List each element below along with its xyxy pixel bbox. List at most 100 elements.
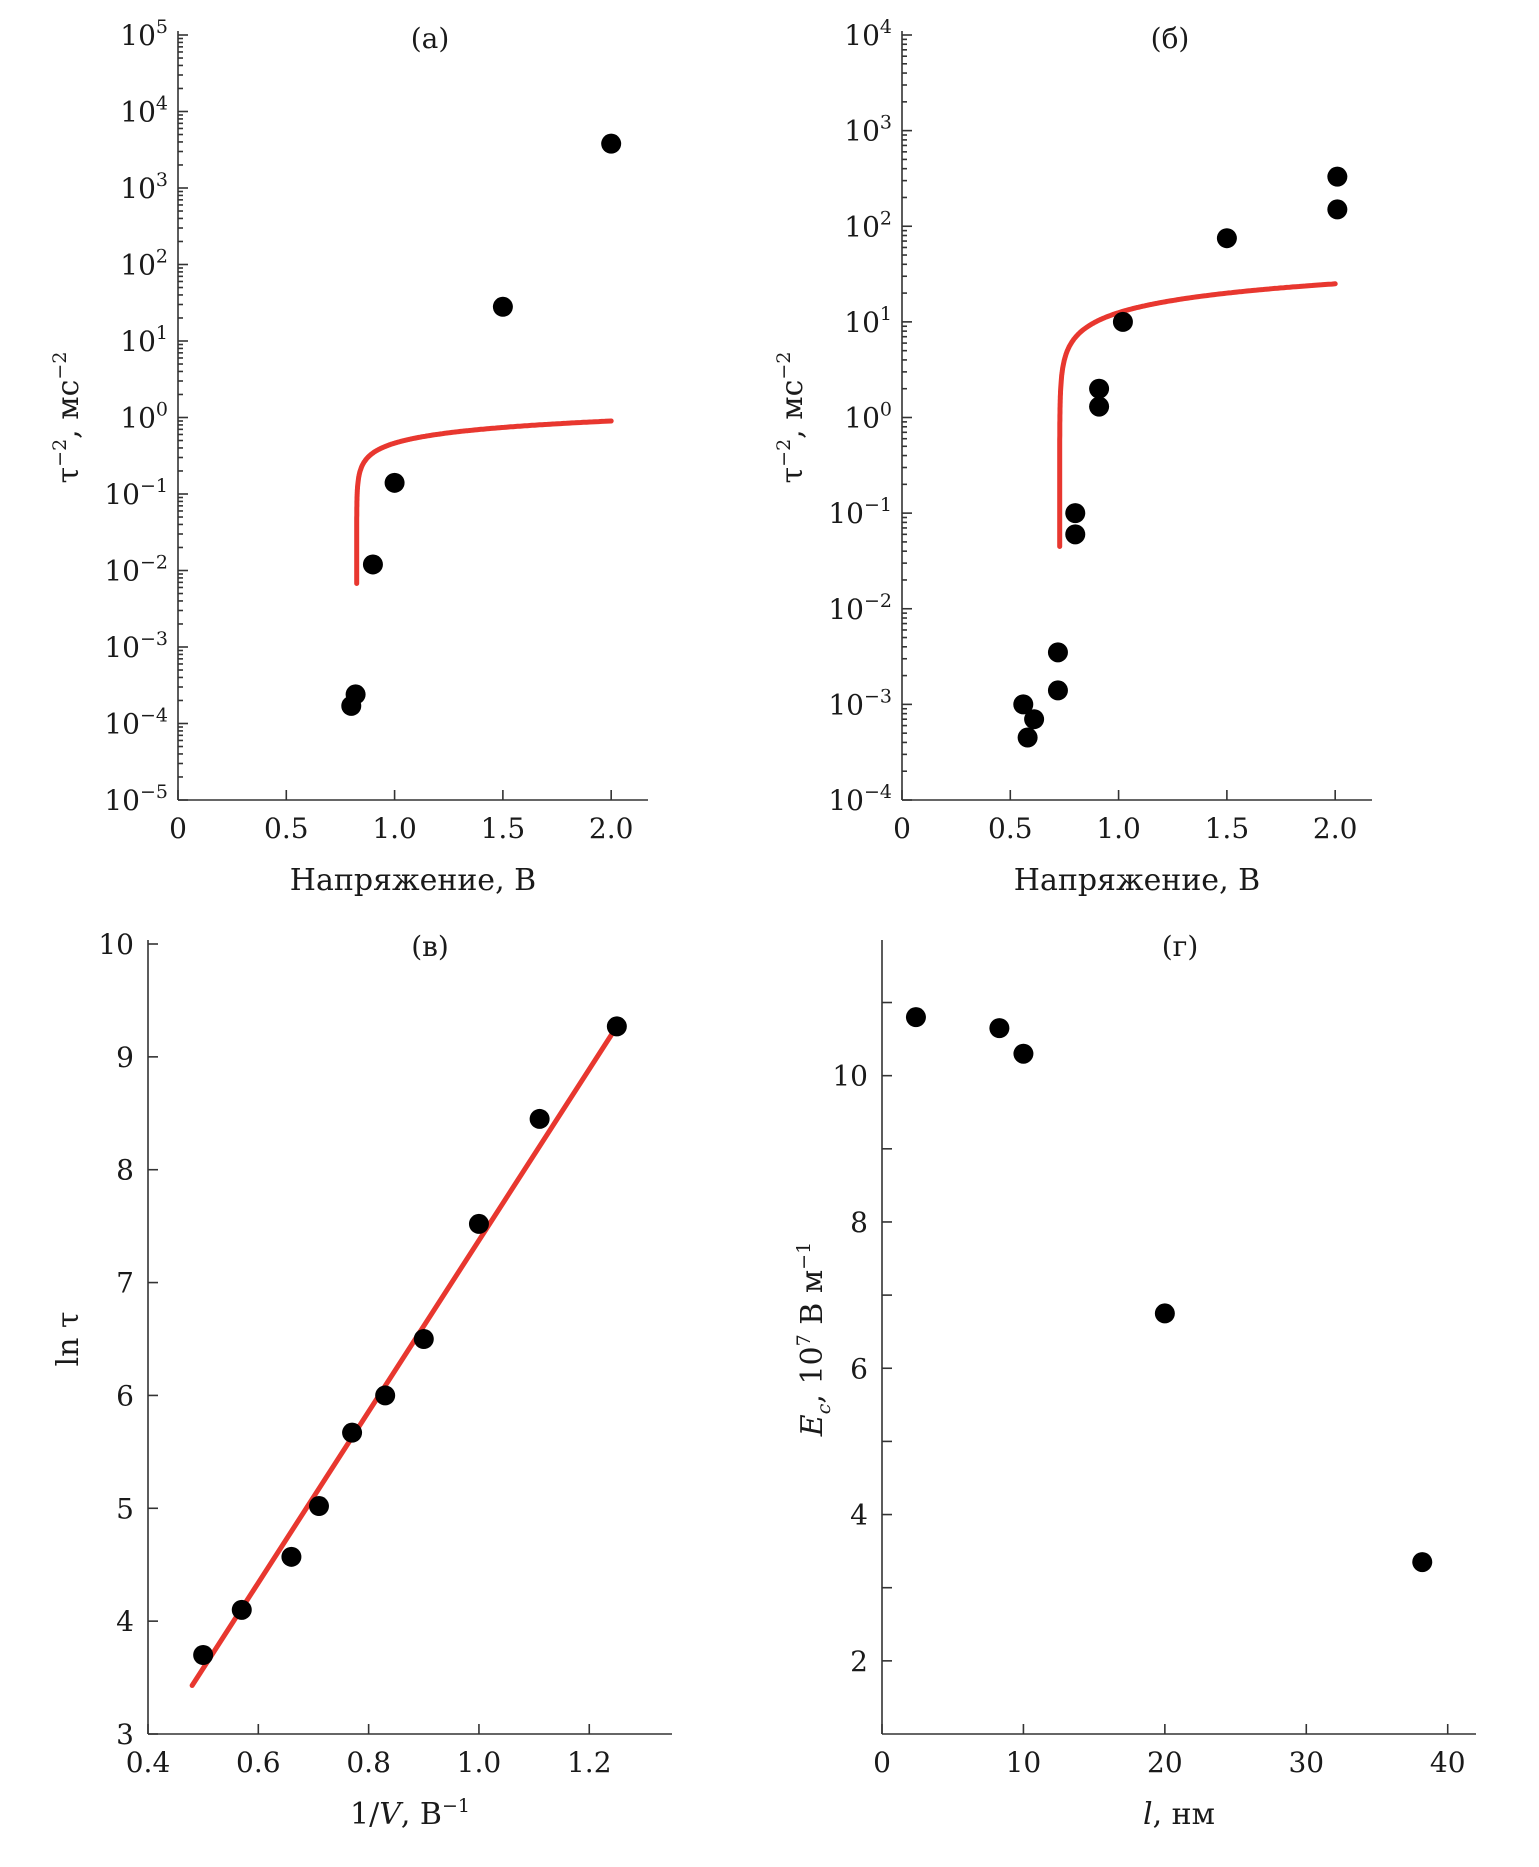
data-point [1013,1043,1034,1064]
data-point [413,1329,434,1349]
y-tick-label: 7 [116,1267,134,1300]
y-tick-label: 104 [120,93,168,129]
y-tick-label: 10−2 [828,590,892,626]
x-tick-label: 30 [1288,1746,1324,1779]
y-tick-label: 101 [844,303,892,339]
chart-panel-c: 0.4 0.6 0.8 1.0 1.2 3 4 5 6 7 8 9 10 (в) 1/V, В−1 ln τ [51,928,672,1832]
x-tick-label: 40 [1430,1746,1466,1779]
chart-panel-d: 0 10 20 30 40 2 4 6 8 10 (г) l, нм Ec, 107 В м−1 [793,930,1476,1832]
x-axis-title: 1/V, В−1 [350,1795,470,1832]
data-point [384,472,405,493]
y-tick-label: 102 [844,207,892,243]
y-tick-label: 4 [850,1499,868,1532]
data-point [1412,1552,1433,1573]
y-tick-label: 10−1 [828,494,892,530]
y-tick-label: 8 [850,1206,868,1239]
x-axis-title: Напряжение, В [1014,863,1260,898]
y-axis-title: ln τ [51,1311,86,1366]
x-tick-label: 0.4 [126,1746,171,1779]
x-tick-label: 10 [1006,1746,1042,1779]
y-axis-title: τ−2, мс−2 [773,352,810,484]
x-tick-label: 0 [873,1746,891,1779]
data-point [193,1645,214,1665]
data-point [345,684,366,705]
fit-line [189,1023,620,1688]
y-tick-label: 10−2 [104,552,168,588]
data-point [362,554,383,575]
x-tick-label: 0.5 [988,812,1033,845]
y-tick-label: 10−4 [828,781,892,817]
y-tick-label: 104 [844,16,892,52]
data-point [308,1496,329,1517]
data-point [1089,396,1110,417]
y-tick-label: 101 [120,322,168,358]
data-point [905,1007,926,1028]
data-point [468,1213,489,1234]
data-point [1017,727,1038,748]
x-tick-label: 1.2 [567,1746,612,1779]
data-point [1327,199,1348,220]
x-tick-label: 1.5 [1205,812,1250,845]
y-tick-label: 10−4 [104,705,168,741]
chart-panel-a: 0 0.5 1.0 1.5 2.0 10−5 10−4 10−3 10−2 10−1 100 101 1… [49,16,648,898]
y-tick-label: 100 [844,399,892,435]
data-point [606,1016,627,1037]
data-point [529,1108,550,1129]
data-point [1327,166,1348,187]
panel-label: (б) [1151,22,1190,55]
y-tick-label: 2 [850,1645,868,1678]
y-tick-label: 4 [116,1605,134,1638]
y-tick-label: 9 [116,1041,134,1074]
y-tick-label: 100 [120,399,168,435]
data-point [1065,524,1086,545]
data-point [1154,1303,1175,1324]
y-axis-title: Ec, 107 В м−1 [793,1242,835,1437]
data-point [1065,503,1086,524]
x-axis-title: l, нм [1143,1797,1215,1832]
y-tick-label: 5 [116,1492,134,1525]
y-tick-label: 10−1 [104,475,168,511]
y-tick-label: 10 [98,928,134,961]
data-point [1216,228,1237,249]
x-tick-label: 0.5 [264,812,309,845]
x-tick-label: 1.5 [481,812,526,845]
y-tick-label: 6 [850,1352,868,1385]
x-axis-title: Напряжение, В [290,863,536,898]
y-tick-label: 10−3 [828,685,892,721]
y-tick-label: 8 [116,1154,134,1187]
data-point [1024,709,1045,730]
data-point [342,1422,363,1443]
data-point [1089,378,1110,399]
panel-label: (в) [411,930,449,963]
data-point [1013,694,1034,715]
x-tick-label: 0 [169,812,187,845]
x-tick-label: 1.0 [457,1746,502,1779]
data-point [989,1018,1010,1039]
x-tick-label: 2.0 [1313,812,1358,845]
y-tick-label: 10 [832,1060,868,1093]
y-tick-label: 10−5 [104,781,168,817]
data-point [492,296,513,317]
data-point [1047,680,1068,701]
y-tick-label: 102 [120,246,168,282]
x-tick-label: 20 [1147,1746,1183,1779]
data-point [231,1599,252,1620]
data-point [1047,642,1068,663]
y-tick-label: 105 [120,16,168,52]
x-tick-label: 0.8 [346,1746,391,1779]
data-point [601,133,622,154]
y-axis-title: τ−2, мс−2 [49,352,86,484]
y-tick-label: 10−3 [104,628,168,664]
y-tick-label: 103 [120,169,168,205]
y-tick-label: 6 [116,1379,134,1412]
data-point [281,1546,302,1567]
panel-label: (а) [411,22,450,55]
fit-curve [354,418,614,586]
data-point [375,1385,396,1406]
data-point [1112,311,1133,332]
x-tick-label: 0 [893,812,911,845]
y-tick-label: 3 [116,1718,134,1751]
x-tick-label: 1.0 [372,812,417,845]
panel-label: (г) [1162,930,1199,963]
